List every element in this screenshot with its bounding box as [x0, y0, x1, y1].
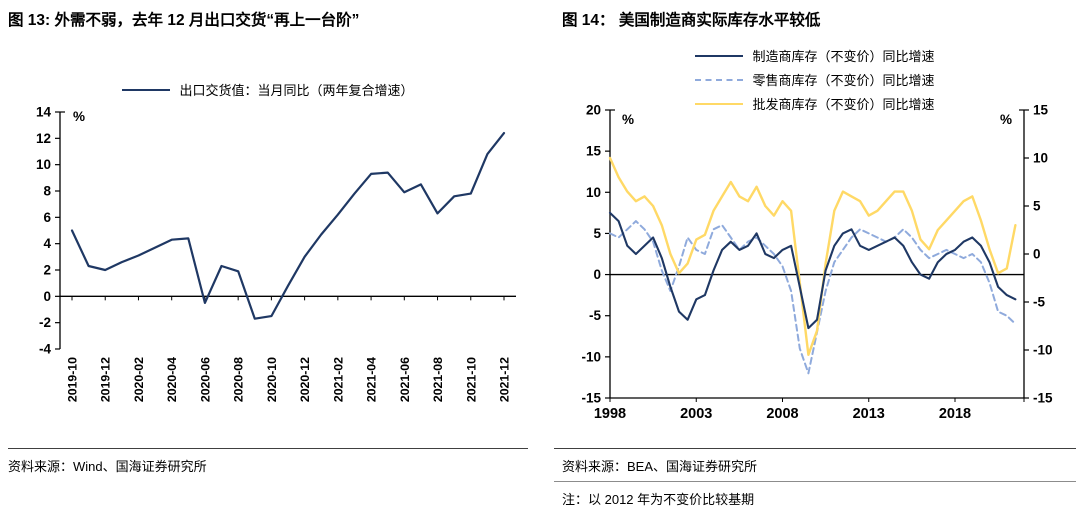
- x-tick-label: 2013: [853, 406, 885, 422]
- left-y-tick-label: -15: [581, 391, 601, 406]
- series-line-0: [608, 211, 1017, 330]
- right-y-tick-label: 15: [1033, 103, 1049, 118]
- x-tick-label: 2020-02: [132, 357, 146, 402]
- y-tick-label: -4: [39, 342, 51, 357]
- y-tick-label: 8: [43, 184, 51, 199]
- x-tick-label: 2021-08: [431, 357, 445, 402]
- right-y-tick-label: 10: [1033, 151, 1048, 166]
- y-tick-label: 14: [36, 105, 52, 120]
- y-tick-label: 0: [43, 289, 51, 304]
- x-tick-label: 2021-04: [365, 357, 379, 402]
- figure-14-title: 图 14： 美国制造商实际库存水平较低: [562, 12, 821, 29]
- legend-label: 制造商库存（不变价）同比增速: [752, 49, 935, 64]
- x-tick-label: 2003: [680, 406, 712, 422]
- legend-dashed-line-icon: [695, 78, 744, 81]
- figure-13-panel: 图 13: 外需不弱，去年 12 月出口交货“再上一台阶” 出口交货值：当月同比…: [8, 0, 528, 532]
- left-y-axis-unit: %: [622, 112, 634, 127]
- export-delivery-line-chart: 14 12 10 8 6 4 2 0 -2 -4% 2019-10 2019-12 2020-02 202…: [36, 105, 516, 402]
- x-tick-label: 2020-04: [165, 357, 179, 402]
- legend-item-retailer: 零售商库存（不变价）同比增速: [695, 70, 935, 89]
- legend-item-manufacturer: 制造商库存（不变价）同比增速: [695, 46, 935, 65]
- legend-item-wholesaler: 批发商库存（不变价）同比增速: [695, 94, 935, 113]
- left-y-tick-label: 10: [586, 185, 601, 200]
- series-line-1: [609, 220, 1017, 375]
- right-y-axis-unit: %: [1000, 112, 1012, 127]
- y-tick-label: 10: [36, 157, 51, 172]
- x-tick-label: 2021-12: [498, 357, 512, 402]
- right-y-tick-label: 5: [1033, 199, 1041, 214]
- series-line-0: [70, 131, 506, 320]
- legend-line-icon: [695, 102, 744, 105]
- right-y-tick-label: -15: [1033, 391, 1053, 406]
- figure-13-legend: 出口交货值：当月同比（两年复合增速）: [8, 80, 528, 99]
- legend-label: 批发商库存（不变价）同比增速: [752, 97, 935, 112]
- left-y-tick-label: -5: [589, 308, 601, 323]
- right-y-tick-label: -5: [1033, 295, 1045, 310]
- y-tick-label: 4: [43, 236, 51, 251]
- x-tick-label: 2019-12: [99, 357, 113, 402]
- y-tick-label: -2: [39, 315, 51, 330]
- x-tick-label: 2020-08: [232, 357, 246, 402]
- series-line-2: [608, 156, 1017, 356]
- left-y-tick-label: 20: [586, 103, 601, 118]
- figure-13-source: 资料来源：Wind、国海证券研究所: [8, 459, 207, 474]
- y-tick-label: 2: [43, 263, 51, 278]
- source-divider: [8, 448, 528, 449]
- left-y-tick-label: 5: [593, 226, 601, 241]
- note-divider: [554, 481, 1076, 482]
- x-tick-label: 2020-06: [198, 357, 212, 402]
- y-axis-unit: %: [73, 109, 85, 124]
- left-y-tick-label: 0: [593, 267, 601, 282]
- legend-label: 零售商库存（不变价）同比增速: [752, 73, 935, 88]
- us-inventory-line-chart: 20 15 10 5 0 -5 -10 -15 15 10 5 0 -5 -10 -15% % 1998 2003…: [581, 103, 1053, 423]
- x-tick-label: 2020-10: [265, 357, 279, 402]
- figure-14-note: 注：以 2012 年为不变价比较基期: [562, 492, 755, 507]
- legend-line-icon: [695, 54, 744, 57]
- x-tick-label: 2021-02: [331, 357, 345, 402]
- figure-13-title: 图 13: 外需不弱，去年 12 月出口交货“再上一台阶”: [8, 12, 360, 29]
- x-tick-label: 2020-12: [298, 357, 312, 402]
- figure-14-legend: 制造商库存（不变价）同比增速 零售商库存（不变价）同比增速 批发商库存（不变价）…: [554, 46, 1076, 113]
- x-tick-label: 2019-10: [66, 357, 80, 402]
- y-tick-label: 6: [43, 210, 51, 225]
- x-tick-label: 2021-06: [398, 357, 412, 402]
- source-divider: [554, 448, 1076, 449]
- x-tick-label: 2021-10: [464, 357, 478, 402]
- x-tick-label: 2008: [766, 406, 798, 422]
- legend-label: 出口交货值：当月同比（两年复合增速）: [179, 83, 414, 98]
- y-tick-label: 12: [36, 131, 51, 146]
- right-y-tick-label: 0: [1033, 247, 1041, 262]
- x-tick-label: 2018: [939, 406, 971, 422]
- figure-14-panel: 图 14： 美国制造商实际库存水平较低 制造商库存（不变价）同比增速 零售商库存…: [554, 0, 1076, 532]
- left-y-tick-label: -10: [581, 349, 601, 364]
- right-y-tick-label: -10: [1033, 343, 1053, 358]
- x-tick-label: 1998: [594, 406, 626, 422]
- left-y-tick-label: 15: [586, 144, 602, 159]
- legend-line-icon: [122, 88, 171, 91]
- figure-14-source: 资料来源：BEA、国海证券研究所: [562, 459, 758, 474]
